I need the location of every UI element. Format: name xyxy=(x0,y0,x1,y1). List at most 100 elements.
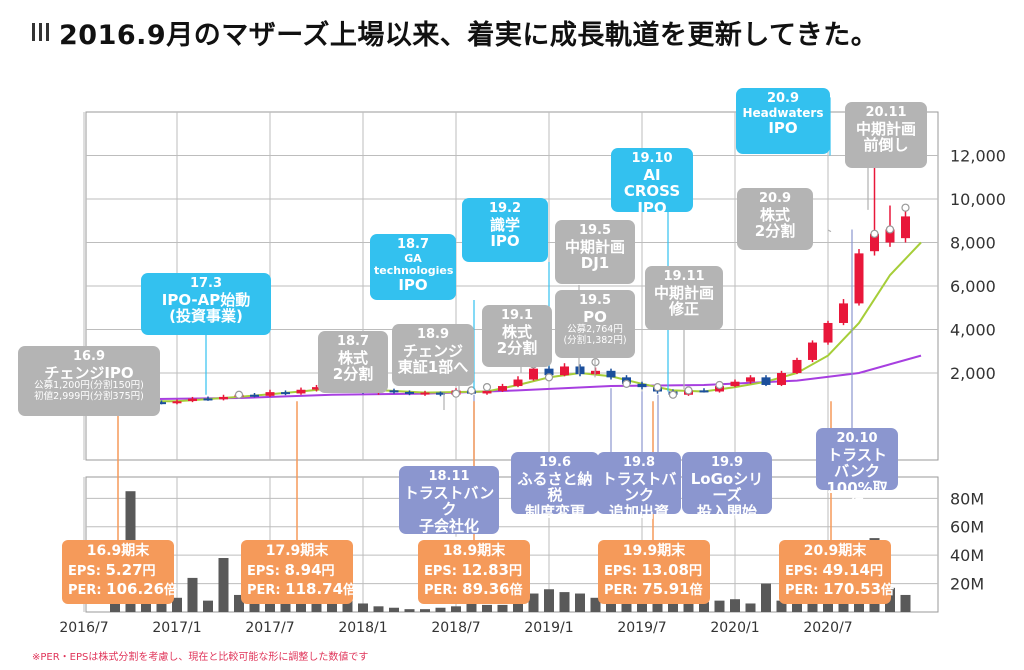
eps-per-box: 17.9期末 EPS: 8.94円 PER: 118.74倍 xyxy=(241,540,357,604)
x-tick-label: 2018/7 xyxy=(431,620,480,636)
event-marker xyxy=(684,386,693,395)
price-tick-label: 12,000 xyxy=(950,147,1006,166)
eps-value: EPS: 8.94円 xyxy=(247,560,335,579)
candle-body xyxy=(808,342,817,360)
candle-body xyxy=(420,392,430,395)
volume-bar xyxy=(435,607,446,612)
event-callout: 19.5 中期計画 DJ1 xyxy=(555,220,635,284)
event-marker xyxy=(544,373,554,382)
callout-line: 株式 xyxy=(501,322,532,341)
candle-body xyxy=(482,390,492,394)
callout-line: Headwaters xyxy=(742,105,824,120)
callout-line: 19.2 xyxy=(488,201,522,216)
callout-line: 前倒し xyxy=(863,136,909,155)
volume-bar xyxy=(327,597,337,612)
event-callout: 20.11 中期計画 前倒し xyxy=(845,102,927,168)
callout-line: 100%取得 xyxy=(826,479,888,514)
x-tick-label: 2017/7 xyxy=(245,620,294,636)
x-tick-label: 2018/1 xyxy=(338,620,387,636)
x-tick-label: 2020/1 xyxy=(710,620,759,636)
volume-tick-label: 40M xyxy=(950,546,984,565)
candle-body xyxy=(188,398,197,402)
callout-line: トラストバンク xyxy=(403,483,495,519)
volume-bar xyxy=(513,602,523,612)
callout-line: 20.9 xyxy=(766,91,800,106)
callout-line: チェンジIPO xyxy=(44,363,134,382)
callout-line: 19.9 xyxy=(710,455,744,470)
volume-bar xyxy=(668,599,678,612)
callout-line: IPO-AP始動 xyxy=(161,290,251,309)
volume-bar xyxy=(296,597,306,612)
x-tick-label: 2020/7 xyxy=(803,620,852,636)
candle-body xyxy=(405,391,414,394)
volume-bar xyxy=(187,577,198,612)
candle-body xyxy=(606,370,616,378)
callout-line: 投入開始 xyxy=(696,503,757,522)
callout-note: 初値2,999円(分割375円) xyxy=(34,391,144,403)
candle-body xyxy=(901,216,910,239)
price-tick-label: 6,000 xyxy=(950,277,996,296)
volume-bar xyxy=(575,593,585,612)
callout-line: 18.9 xyxy=(416,327,450,342)
event-callout: 19.5 PO 公募2,764円 (分割1,382円) xyxy=(555,290,635,358)
candle-body xyxy=(172,401,182,404)
event-callout: 20.10 トラストバンク 100%取得 xyxy=(816,428,898,513)
volume-tick-label: 80M xyxy=(950,489,984,508)
volume-bar xyxy=(606,602,616,612)
event-marker xyxy=(467,386,476,395)
volume-bar xyxy=(699,602,709,612)
eps-value: EPS: 5.27円 xyxy=(68,560,156,579)
callout-line: 19.6 xyxy=(538,455,572,470)
callout-line: 2分割 xyxy=(496,339,538,358)
candle-body xyxy=(250,394,259,397)
candle-body xyxy=(281,392,290,395)
volume-bar xyxy=(683,603,694,612)
volume-bar xyxy=(497,604,508,612)
event-callout: 19.2 識学 IPO xyxy=(462,198,548,262)
x-tick-label: 2017/1 xyxy=(152,620,201,636)
volume-bar xyxy=(528,593,539,612)
volume-bar xyxy=(559,592,570,612)
callout-line: DJ1 xyxy=(580,254,610,273)
callout-line: 18.11 xyxy=(428,469,470,484)
volume-bar xyxy=(544,589,554,612)
eps-per-box: 16.9期末 EPS: 5.27円 PER: 106.26倍 xyxy=(62,540,177,604)
callout-line: 東証1部へ xyxy=(397,358,469,377)
per-value: PER: 118.74倍 xyxy=(247,580,357,599)
per-value: PER: 170.53倍 xyxy=(785,580,895,599)
price-tick-label: 10,000 xyxy=(950,190,1006,209)
candle-body xyxy=(885,229,895,243)
event-marker xyxy=(451,389,461,398)
callout-line: 19.11 xyxy=(663,269,705,284)
candle-body xyxy=(870,233,879,252)
ma-long-line xyxy=(145,354,922,401)
candle-body xyxy=(219,396,228,400)
callout-line: PO xyxy=(583,307,607,326)
volume-bar xyxy=(373,606,384,612)
volume-bar xyxy=(218,558,229,612)
page-title: 2016.9月のマザーズ上場以来、着実に成長軌道を更新してきた。 xyxy=(32,10,878,54)
candle-body xyxy=(637,383,647,388)
event-marker xyxy=(482,383,492,392)
volume-bar xyxy=(404,609,415,612)
volume-bar xyxy=(358,603,368,612)
volume-bar xyxy=(714,600,725,612)
callout-line: IPO xyxy=(490,232,520,251)
candle-body xyxy=(389,390,399,393)
candle-body xyxy=(777,373,786,385)
callout-line: 19.8 xyxy=(622,455,656,470)
callout-line: LoGoシリーズ xyxy=(690,469,764,505)
callout-line: 株式 xyxy=(337,348,368,367)
callout-line: 識学 xyxy=(489,215,520,234)
event-callout: 18.7 GA technologies IPO xyxy=(370,234,456,300)
x-tick-label: 2016/7 xyxy=(59,620,108,636)
event-marker xyxy=(870,229,879,238)
candle-body xyxy=(792,359,802,373)
candle-body xyxy=(203,398,213,401)
callout-line: IPO xyxy=(637,199,667,218)
candle-body xyxy=(265,392,275,396)
callout-note: 公募1,200円(分割150円) xyxy=(34,380,144,392)
volume-bar xyxy=(280,596,291,612)
volume-bar xyxy=(466,600,477,612)
callout-line: 中期計画 xyxy=(564,237,625,256)
